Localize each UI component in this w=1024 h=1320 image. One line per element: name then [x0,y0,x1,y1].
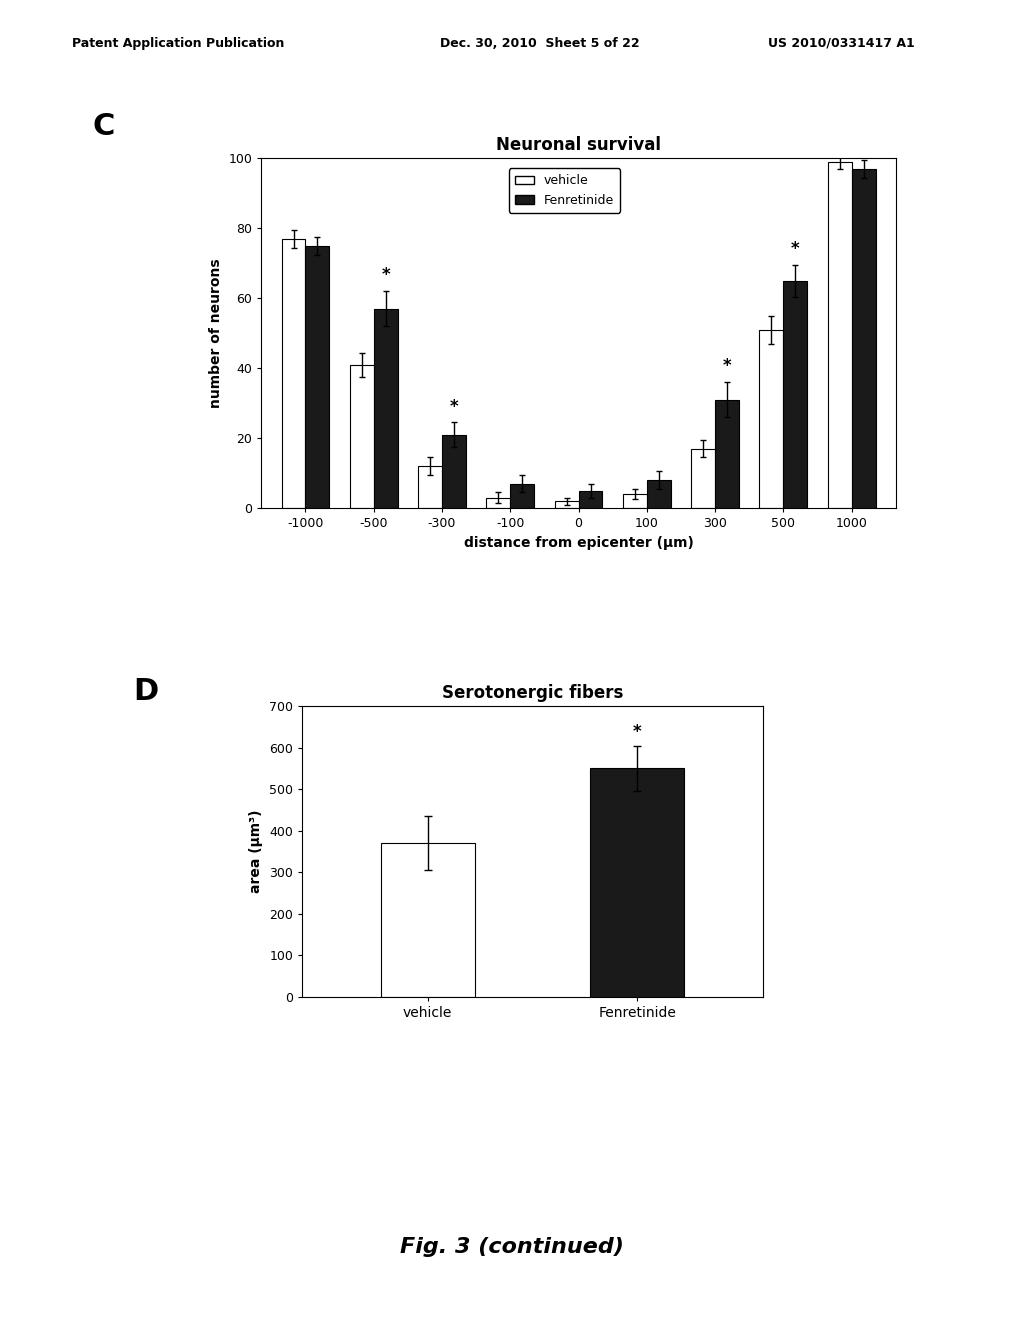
Text: *: * [381,267,390,284]
Bar [381,843,475,997]
Bar [647,480,671,508]
Text: *: * [791,240,800,259]
Bar [715,400,739,508]
Bar [442,434,466,508]
Title: Serotonergic fibers: Serotonergic fibers [441,684,624,702]
Bar [350,364,374,508]
Bar [590,768,684,997]
Text: Patent Application Publication: Patent Application Publication [72,37,284,50]
Bar [555,502,579,508]
Text: US 2010/0331417 A1: US 2010/0331417 A1 [768,37,914,50]
Bar [305,246,330,508]
Y-axis label: area (μm³): area (μm³) [250,809,263,894]
Bar [486,498,510,508]
Y-axis label: number of neurons: number of neurons [209,259,222,408]
Bar [783,281,807,508]
Bar [579,491,602,508]
Bar [623,494,647,508]
Bar [760,330,783,508]
Bar [282,239,305,508]
Text: *: * [450,397,459,416]
Bar [510,483,535,508]
Legend: vehicle, Fenretinide: vehicle, Fenretinide [509,168,621,213]
Text: D: D [133,677,159,706]
Bar [418,466,442,508]
Bar [852,169,876,508]
Text: Fig. 3 (continued): Fig. 3 (continued) [400,1237,624,1257]
Text: Dec. 30, 2010  Sheet 5 of 22: Dec. 30, 2010 Sheet 5 of 22 [440,37,640,50]
Title: Neuronal survival: Neuronal survival [496,136,662,154]
X-axis label: distance from epicenter (μm): distance from epicenter (μm) [464,536,693,550]
Text: *: * [633,722,641,741]
Text: C: C [92,112,115,141]
Bar [691,449,715,508]
Text: *: * [723,358,731,375]
Bar [374,309,397,508]
Bar [827,162,852,508]
